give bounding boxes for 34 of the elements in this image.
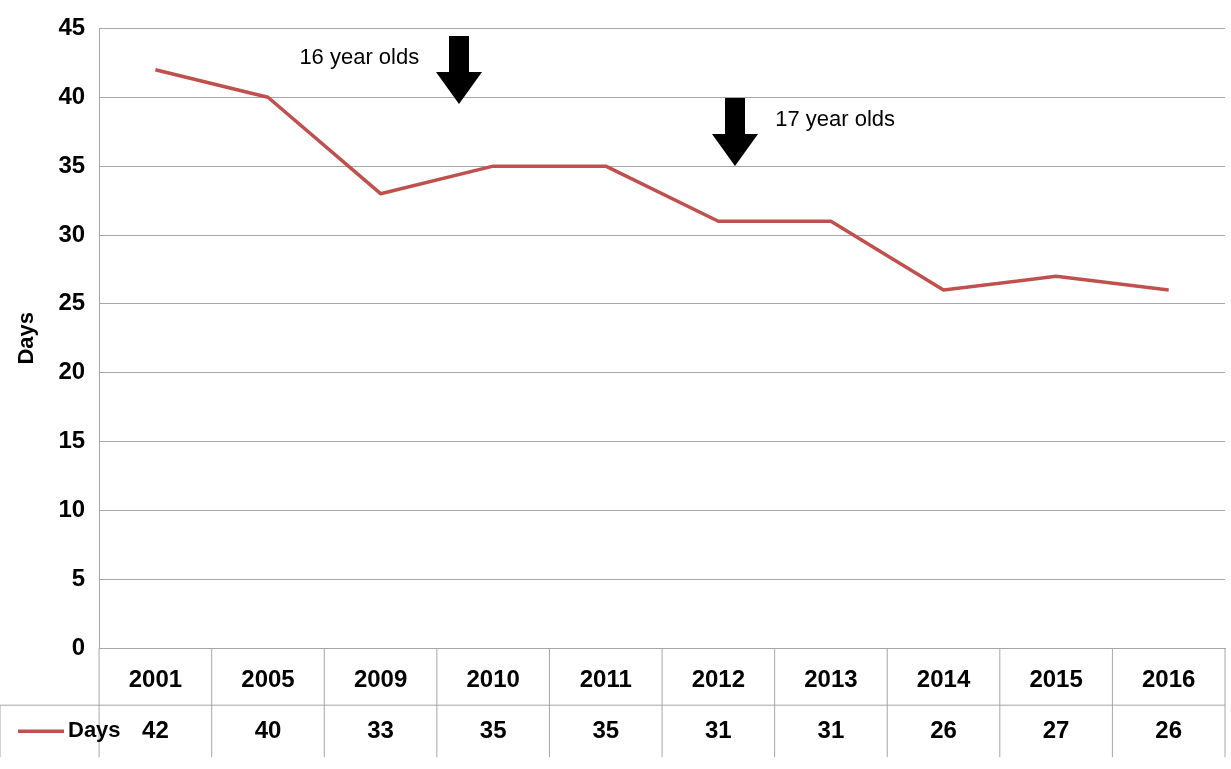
data-label: 27 (1042, 715, 1070, 743)
data-label: 31 (704, 715, 732, 743)
x-tick-label: 2014 (916, 665, 971, 693)
x-tick-label: 2009 (353, 665, 408, 693)
data-label: 26 (1155, 715, 1183, 743)
data-label: 35 (479, 715, 507, 743)
y-tick-label: 15 (58, 426, 86, 454)
y-tick-label: 25 (58, 288, 86, 316)
x-tick-label: 2005 (241, 665, 295, 693)
legend-label: Days (68, 717, 121, 743)
data-label: 31 (817, 715, 845, 743)
y-tick-label: 30 (58, 219, 86, 247)
y-tick-label: 35 (58, 150, 86, 178)
data-label: 33 (367, 715, 394, 743)
y-tick-label: 5 (71, 563, 86, 591)
y-tick-label: 10 (58, 495, 86, 523)
annotation: 17 year olds (775, 106, 896, 133)
data-label: 40 (254, 715, 282, 743)
y-tick-label: 20 (58, 357, 86, 385)
x-tick-label: 2016 (1142, 665, 1196, 693)
x-tick-label: 2013 (804, 665, 858, 693)
y-axis-title: Days (13, 312, 39, 365)
x-tick-label: 2010 (466, 665, 520, 693)
x-tick-label: 2001 (128, 665, 183, 693)
data-label: 26 (930, 715, 957, 743)
x-tick-label: 2011 (579, 665, 632, 693)
data-label: 35 (592, 715, 620, 743)
x-tick-label: 2015 (1029, 665, 1083, 693)
data-label: 42 (142, 715, 169, 743)
x-tick-label: 2012 (691, 665, 746, 693)
y-tick-label: 45 (58, 13, 86, 41)
y-tick-label: 40 (58, 81, 86, 109)
annotation: 16 year olds (299, 44, 420, 71)
y-tick-label: 0 (71, 632, 86, 660)
